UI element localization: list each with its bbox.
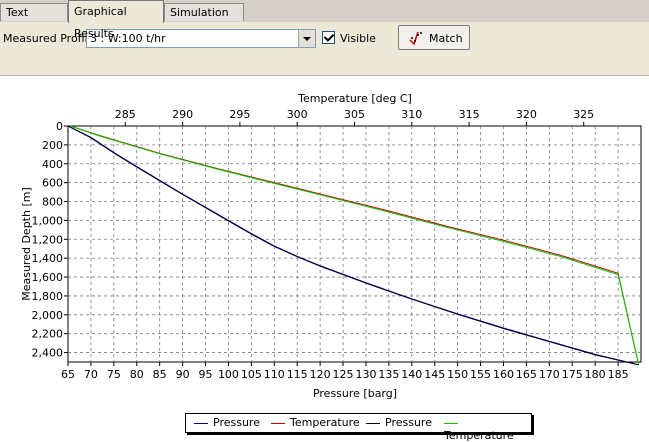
y-tick-label: 400	[42, 158, 63, 171]
legend-label: Pressure	[213, 416, 260, 429]
plot-area	[67, 125, 642, 363]
legend-label: Temperature	[290, 416, 360, 429]
x-bottom-tick-label: 125	[333, 368, 354, 381]
x-bottom-tick-label: 140	[401, 368, 422, 381]
series-line-temperature-4	[70, 125, 640, 365]
results-chart: 65 70 75 80 85 90 95 100 105 110 115 120 125 130 135 14…	[20, 92, 642, 400]
x-bottom-tick-label: 170	[539, 368, 560, 381]
y-tick-label: 1,800	[32, 290, 64, 303]
x-bottom-tick-label: 175	[562, 368, 583, 381]
measured-profile-label: Measured Profile	[3, 32, 95, 45]
toolbar: Measured Profile 3 : W:100 t/hr Visible …	[0, 22, 649, 76]
y-tick-label: 1,400	[32, 252, 64, 265]
x-top-tick-label: 290	[172, 108, 193, 121]
chart-legend: Pressure Temperature Pressure Temperatur…	[185, 413, 532, 442]
x-axis-bottom-label: Pressure [barg]	[313, 387, 397, 400]
legend-entry-pressure-measured: Pressure	[366, 416, 432, 429]
x-top-tick-label: 295	[229, 108, 250, 121]
x-bottom-tick-label: 115	[287, 368, 308, 381]
x-bottom-tick-label: 95	[199, 368, 213, 381]
x-bottom-tick-label: 120	[310, 368, 331, 381]
measured-profile-select[interactable]: 3 : W:100 t/hr	[86, 29, 316, 48]
y-tick-label: 0	[56, 120, 63, 133]
tab-simulation-log[interactable]: Simulation Log	[164, 3, 244, 37]
x-top-tick-label: 320	[516, 108, 537, 121]
x-bottom-tick-label: 85	[153, 368, 167, 381]
x-bottom-tick-label: 155	[470, 368, 491, 381]
y-tick-label: 2,400	[32, 347, 64, 360]
y-tick-label: 1,000	[32, 214, 64, 227]
x-bottom-tick-label: 135	[378, 368, 399, 381]
y-tick-label: 800	[42, 196, 63, 209]
x-bottom-tick-label: 145	[424, 368, 445, 381]
results-tab-bar: Text Results Graphical Results Simulatio…	[0, 0, 649, 40]
x-bottom-tick-label: 75	[107, 368, 121, 381]
axis-ticks: 65 70 75 80 85 90 95 100 105 110 115 120 125 130 135 14…	[32, 108, 629, 381]
x-bottom-tick-label: 185	[608, 368, 629, 381]
legend-entry-pressure: Pressure	[194, 416, 260, 429]
y-tick-label: 1,600	[32, 271, 64, 284]
legend-label: Pressure	[385, 416, 432, 429]
x-bottom-tick-label: 105	[241, 368, 262, 381]
x-top-tick-label: 325	[573, 108, 594, 121]
match-button[interactable]: Match	[398, 25, 470, 50]
x-bottom-tick-label: 70	[84, 368, 98, 381]
tab-graphical-results[interactable]: Graphical Results	[68, 0, 164, 40]
x-bottom-tick-label: 90	[176, 368, 190, 381]
x-axis-top-label: Temperature [deg C]	[297, 92, 412, 105]
measured-profile-value: 3 : W:100 t/hr	[90, 32, 166, 45]
x-top-tick-label: 305	[344, 108, 365, 121]
y-tick-label: 200	[42, 139, 63, 152]
y-tick-label: 2,200	[32, 328, 64, 341]
visible-checkbox[interactable]	[322, 31, 335, 44]
x-top-tick-label: 300	[287, 108, 308, 121]
x-bottom-tick-label: 150	[447, 368, 468, 381]
y-tick-label: 600	[42, 177, 63, 190]
y-tick-label: 1,200	[32, 233, 64, 246]
legend-entry-temperature-measured: Temperature	[444, 416, 531, 442]
x-top-tick-label: 310	[401, 108, 422, 121]
tab-label: Graphical Results	[74, 5, 127, 40]
legend-entry-temperature: Temperature	[271, 416, 360, 429]
match-curve-icon	[409, 31, 422, 46]
x-bottom-tick-label: 110	[264, 368, 285, 381]
legend-label: Temperature	[444, 429, 514, 442]
y-axis-label: Measured Depth [m]	[20, 187, 33, 301]
x-top-tick-label: 315	[459, 108, 480, 121]
tab-text-results[interactable]: Text Results	[0, 3, 68, 37]
x-bottom-tick-label: 165	[516, 368, 537, 381]
series-lines	[67, 125, 640, 366]
series-line-pressure-3	[67, 125, 639, 366]
match-button-label: Match	[429, 32, 463, 45]
x-bottom-tick-label: 160	[493, 368, 514, 381]
x-bottom-tick-label: 80	[130, 368, 144, 381]
x-bottom-tick-label: 100	[218, 368, 239, 381]
chevron-down-icon[interactable]	[298, 30, 315, 47]
y-tick-label: 2,000	[32, 309, 64, 322]
x-bottom-tick-label: 130	[355, 368, 376, 381]
visible-label: Visible	[340, 32, 376, 45]
x-bottom-tick-label: 180	[585, 368, 606, 381]
x-bottom-tick-label: 65	[61, 368, 75, 381]
x-top-tick-label: 285	[115, 108, 136, 121]
